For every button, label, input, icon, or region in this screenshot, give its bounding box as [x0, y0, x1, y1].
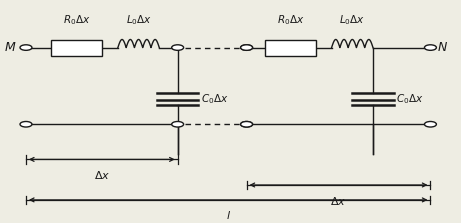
- Circle shape: [241, 122, 253, 127]
- Bar: [51, 39, 102, 56]
- Text: $l$: $l$: [226, 209, 230, 221]
- Bar: [265, 39, 315, 56]
- Text: $M$: $M$: [4, 41, 17, 54]
- Text: $C_0\Delta x$: $C_0\Delta x$: [396, 92, 424, 106]
- Circle shape: [171, 45, 183, 50]
- Circle shape: [241, 45, 253, 50]
- Text: $L_0\Delta x$: $L_0\Delta x$: [125, 14, 152, 27]
- Text: $\Delta x$: $\Delta x$: [331, 194, 347, 206]
- Text: $R_0\Delta x$: $R_0\Delta x$: [277, 14, 304, 27]
- Circle shape: [20, 45, 32, 50]
- Circle shape: [171, 122, 183, 127]
- Text: $N$: $N$: [437, 41, 449, 54]
- Text: $C_0\Delta x$: $C_0\Delta x$: [201, 92, 228, 106]
- Circle shape: [20, 122, 32, 127]
- Circle shape: [425, 45, 437, 50]
- Circle shape: [241, 122, 253, 127]
- Circle shape: [425, 122, 437, 127]
- Text: $L_0\Delta x$: $L_0\Delta x$: [339, 14, 365, 27]
- Circle shape: [241, 45, 253, 50]
- Text: $\Delta x$: $\Delta x$: [94, 169, 110, 181]
- Text: $R_0\Delta x$: $R_0\Delta x$: [63, 14, 90, 27]
